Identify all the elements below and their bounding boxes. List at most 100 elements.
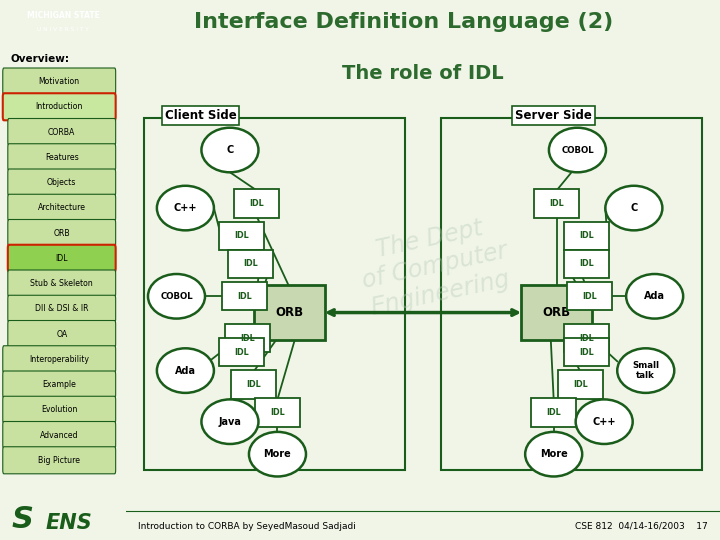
Text: Interoperability: Interoperability	[30, 355, 89, 364]
FancyBboxPatch shape	[220, 338, 264, 366]
Circle shape	[606, 186, 662, 231]
Text: Introduction to CORBA by SeyedMasoud Sadjadi: Introduction to CORBA by SeyedMasoud Sad…	[138, 522, 356, 531]
Text: IDL: IDL	[243, 259, 258, 268]
Circle shape	[202, 128, 258, 172]
FancyBboxPatch shape	[564, 249, 609, 278]
Text: IDL: IDL	[582, 292, 597, 301]
Text: C: C	[226, 145, 233, 155]
FancyBboxPatch shape	[558, 370, 603, 399]
FancyBboxPatch shape	[8, 245, 116, 272]
FancyBboxPatch shape	[8, 321, 116, 348]
FancyBboxPatch shape	[231, 370, 276, 399]
FancyBboxPatch shape	[8, 194, 116, 221]
FancyBboxPatch shape	[8, 270, 116, 297]
Circle shape	[249, 432, 306, 476]
FancyBboxPatch shape	[222, 282, 267, 310]
Text: Objects: Objects	[47, 178, 76, 187]
FancyBboxPatch shape	[8, 219, 116, 247]
Text: Motivation: Motivation	[39, 77, 80, 86]
Text: C++: C++	[593, 417, 616, 427]
Circle shape	[617, 348, 674, 393]
Text: ORB: ORB	[53, 228, 70, 238]
Text: Example: Example	[42, 380, 76, 389]
Text: COBOL: COBOL	[561, 145, 594, 154]
Text: ORB: ORB	[543, 306, 571, 319]
FancyBboxPatch shape	[255, 398, 300, 427]
Text: IDL: IDL	[579, 259, 594, 268]
FancyBboxPatch shape	[564, 324, 609, 352]
Text: IDL: IDL	[579, 232, 594, 240]
FancyBboxPatch shape	[228, 249, 274, 278]
FancyBboxPatch shape	[564, 222, 609, 250]
Text: The role of IDL: The role of IDL	[342, 64, 504, 83]
FancyBboxPatch shape	[521, 285, 593, 340]
Circle shape	[202, 400, 258, 444]
Circle shape	[157, 348, 214, 393]
Text: COBOL: COBOL	[160, 292, 193, 301]
Text: Server Side: Server Side	[516, 109, 592, 122]
Text: IDL: IDL	[270, 408, 285, 417]
FancyBboxPatch shape	[8, 169, 116, 196]
FancyBboxPatch shape	[567, 282, 612, 310]
Text: IDL: IDL	[579, 334, 594, 342]
FancyBboxPatch shape	[3, 371, 116, 398]
Text: Java: Java	[218, 417, 241, 427]
FancyBboxPatch shape	[3, 68, 116, 95]
Text: IDL: IDL	[55, 254, 68, 263]
FancyBboxPatch shape	[3, 396, 116, 423]
Circle shape	[157, 186, 214, 231]
Text: Ada: Ada	[175, 366, 196, 376]
FancyBboxPatch shape	[8, 144, 116, 171]
Text: IDL: IDL	[246, 380, 261, 389]
Text: CSE 812  04/14-16/2003    17: CSE 812 04/14-16/2003 17	[575, 522, 708, 531]
Text: C: C	[630, 203, 637, 213]
FancyBboxPatch shape	[534, 189, 579, 218]
Text: Architecture: Architecture	[37, 203, 86, 212]
FancyBboxPatch shape	[531, 398, 576, 427]
Text: IDL: IDL	[546, 408, 561, 417]
Text: CORBA: CORBA	[48, 127, 76, 137]
FancyBboxPatch shape	[3, 447, 116, 474]
Text: IDL: IDL	[573, 380, 588, 389]
Circle shape	[626, 274, 683, 319]
Text: The Dept
of Computer
Engineering: The Dept of Computer Engineering	[354, 212, 516, 320]
FancyBboxPatch shape	[3, 422, 116, 449]
Text: IDL: IDL	[238, 292, 252, 301]
Text: Evolution: Evolution	[41, 406, 78, 414]
Text: Big Picture: Big Picture	[38, 456, 80, 465]
FancyBboxPatch shape	[564, 338, 609, 366]
Circle shape	[576, 400, 633, 444]
Text: DII & DSI & IR: DII & DSI & IR	[35, 304, 89, 313]
Circle shape	[148, 274, 205, 319]
Text: Advanced: Advanced	[40, 430, 78, 440]
Text: Introduction: Introduction	[35, 102, 83, 111]
Text: IDL: IDL	[549, 199, 564, 208]
Text: Ada: Ada	[644, 291, 665, 301]
FancyBboxPatch shape	[3, 93, 116, 120]
Text: ORB: ORB	[275, 306, 303, 319]
Text: More: More	[264, 449, 292, 459]
Text: MICHIGAN STATE: MICHIGAN STATE	[27, 11, 99, 19]
FancyBboxPatch shape	[234, 189, 279, 218]
Text: Interface Definition Language (2): Interface Definition Language (2)	[194, 11, 613, 32]
Text: OA: OA	[56, 329, 67, 339]
Text: U N I V E R S I T Y: U N I V E R S I T Y	[37, 27, 89, 32]
Text: IDL: IDL	[235, 348, 249, 356]
Text: Stub & Skeleton: Stub & Skeleton	[30, 279, 93, 288]
Text: IDL: IDL	[240, 334, 255, 342]
Text: IDL: IDL	[249, 199, 264, 208]
FancyBboxPatch shape	[3, 346, 116, 373]
Text: Client Side: Client Side	[165, 109, 236, 122]
FancyBboxPatch shape	[253, 285, 325, 340]
FancyBboxPatch shape	[8, 295, 116, 322]
Text: IDL: IDL	[235, 232, 249, 240]
Circle shape	[525, 432, 582, 476]
Text: IDL: IDL	[579, 348, 594, 356]
Text: Small
talk: Small talk	[632, 361, 660, 380]
Circle shape	[549, 128, 606, 172]
Text: ENS: ENS	[46, 512, 93, 532]
Text: S: S	[12, 505, 34, 534]
Text: Overview:: Overview:	[10, 55, 69, 64]
Text: More: More	[540, 449, 567, 459]
Text: Features: Features	[45, 153, 78, 162]
